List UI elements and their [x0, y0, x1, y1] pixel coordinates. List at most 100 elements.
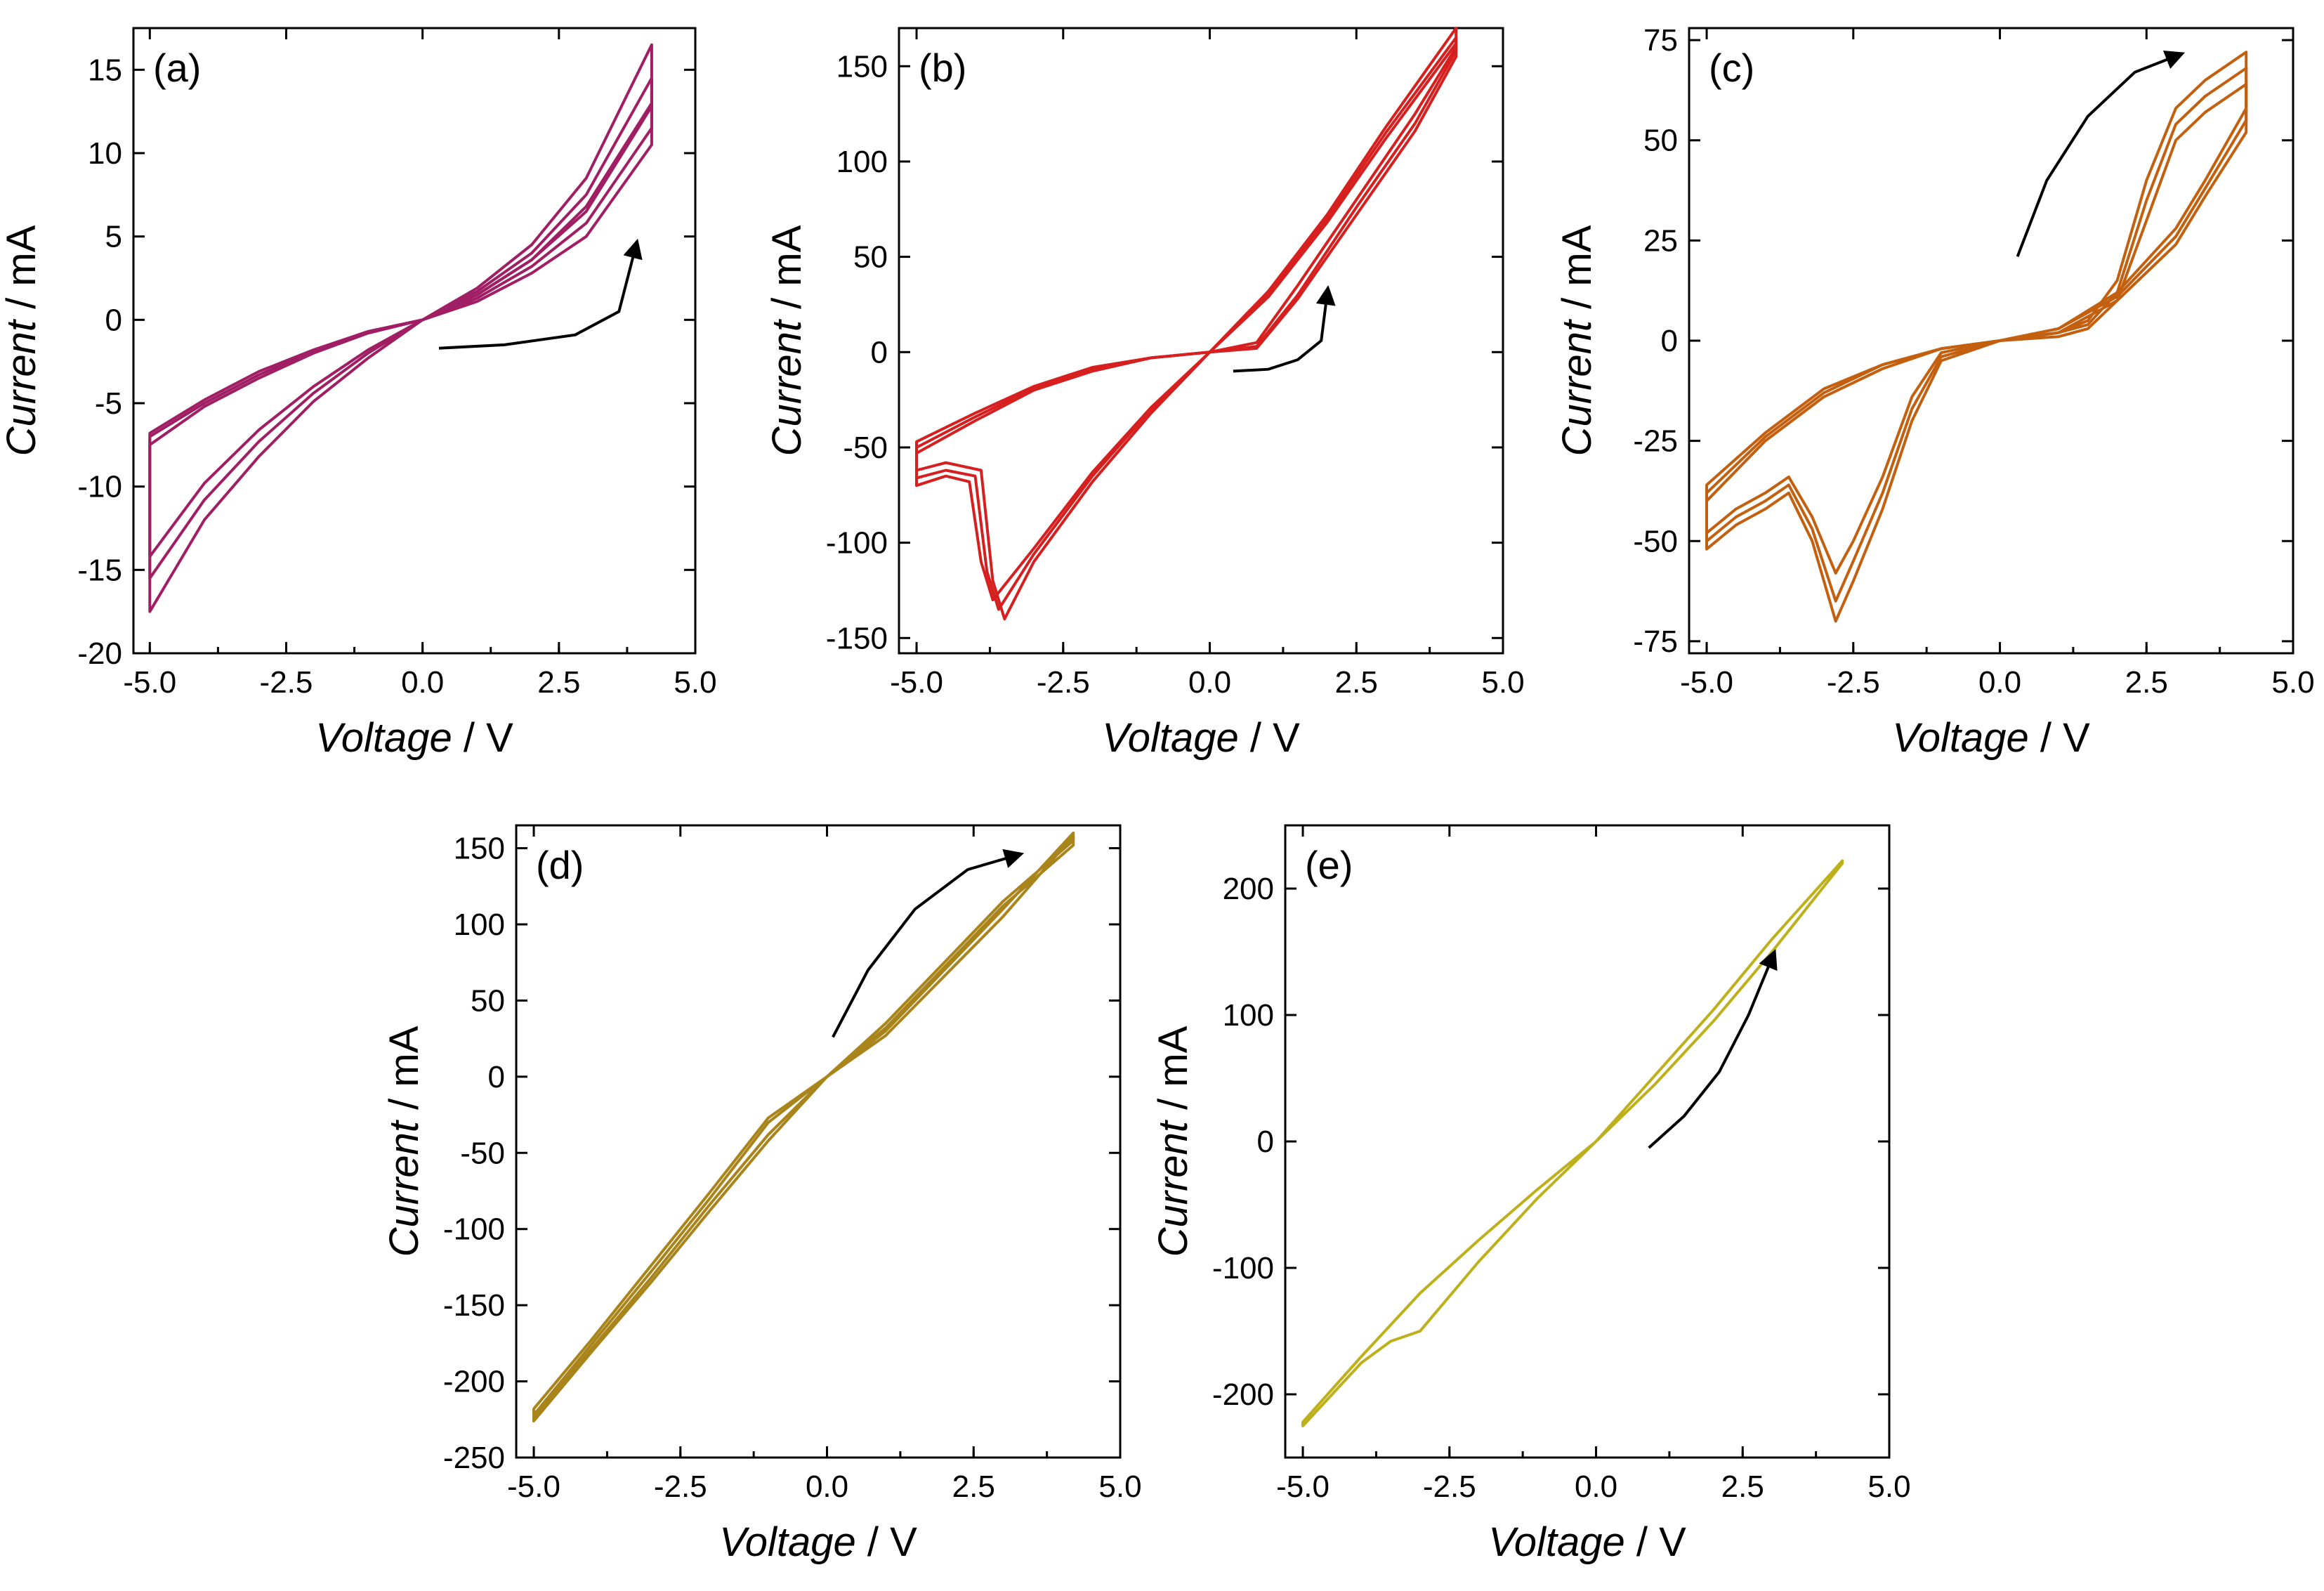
series-line-d-sweep-1 [532, 831, 1075, 1422]
chart-panel-a: -5.0 -2.5 0.0 2.5 5.0 -20 -15 -10 -5 0 5 10 15 (a) Vol… [0, 27, 717, 761]
x-tick-label-e: 5.0 [1867, 1469, 1910, 1504]
panel-label-c: (c) [1709, 46, 1754, 90]
y-tick-label-e: 100 [1223, 998, 1274, 1033]
x-axis-title-a: Voltage / V [315, 715, 513, 761]
y-tick-label-a: -20 [77, 636, 122, 671]
y-tick-label-e: -200 [1212, 1377, 1274, 1412]
x-tick-label-c: -5.0 [1680, 665, 1733, 700]
x-axis-title-italic-d: Voltage [719, 1519, 856, 1565]
x-tick-label-b: 0.0 [1188, 665, 1231, 700]
series-line-b-sweep-2 [915, 36, 1458, 611]
x-axis-title-c: Voltage / V [1892, 715, 2090, 761]
y-tick-label-d: -100 [443, 1212, 505, 1247]
y-tick-label-a: 0 [105, 303, 122, 337]
x-tick-label-b: 2.5 [1335, 665, 1378, 700]
x-tick-label-a: -5.0 [123, 665, 176, 700]
y-tick-label-b: 0 [871, 335, 888, 369]
y-tick-label-c: -25 [1633, 424, 1678, 459]
y-tick-label-e: 0 [1257, 1125, 1274, 1159]
y-tick-label-b: -150 [826, 621, 888, 655]
x-axis-title-unit-a: / V [452, 715, 513, 761]
y-axis-title-italic-a: Current [0, 318, 44, 456]
sweep-direction-arrow-d [832, 849, 1025, 1038]
y-tick-label-a: -5 [95, 386, 122, 421]
y-axis-title-d: Current / mA [381, 1026, 427, 1257]
x-tick-label-d: -2.5 [654, 1469, 707, 1504]
x-tick-label-a: -2.5 [260, 665, 313, 700]
x-tick-label-d: -5.0 [507, 1469, 560, 1504]
series-line-d-sweep-2 [532, 834, 1075, 1420]
y-tick-label-a: 10 [88, 136, 122, 171]
y-axis-title-italic-d: Current [381, 1119, 427, 1257]
x-axis-title-italic-c: Voltage [1892, 715, 2029, 761]
x-tick-label-e: 0.0 [1575, 1469, 1617, 1504]
x-tick-label-e: 2.5 [1721, 1469, 1764, 1504]
y-axis-title-unit-e: / mA [1150, 1026, 1196, 1121]
x-tick-label-a: 0.0 [401, 665, 444, 700]
x-tick-label-c: -2.5 [1827, 665, 1880, 700]
panel-label-e: (e) [1305, 843, 1353, 887]
x-tick-label-a: 2.5 [537, 665, 580, 700]
y-tick-label-d: -50 [460, 1136, 505, 1170]
chart-panel-e: -5.0 -2.5 0.0 2.5 5.0 -200 -100 0 100 200 (e) Volta… [1150, 824, 1911, 1565]
x-tick-label-a: 5.0 [674, 665, 716, 700]
x-axis-title-italic-b: Voltage [1102, 715, 1239, 761]
x-tick-label-b: -2.5 [1037, 665, 1090, 700]
series-line-b-sweep-3 [915, 41, 1458, 601]
x-tick-label-e: -5.0 [1276, 1469, 1330, 1504]
x-tick-label-d: 5.0 [1098, 1469, 1141, 1504]
y-tick-label-d: 150 [454, 832, 505, 866]
y-tick-label-a: 15 [88, 53, 122, 87]
y-tick-label-d: 50 [471, 983, 505, 1018]
y-axis-title-italic-c: Current [1554, 318, 1600, 456]
y-tick-label-b: 100 [836, 145, 888, 179]
y-axis-title-c: Current / mA [1554, 225, 1600, 456]
series-line-c-sweep-3 [1705, 82, 2248, 575]
x-axis-title-italic-a: Voltage [315, 715, 452, 761]
sweep-direction-arrow-b [1233, 285, 1336, 373]
y-tick-label-b: -100 [826, 526, 888, 561]
chart-panel-b: -5.0 -2.5 0.0 2.5 5.0 -150 -100 -50 0 50 100 150 (b)… [764, 27, 1525, 761]
x-tick-label-b: 5.0 [1481, 665, 1524, 700]
x-tick-label-c: 5.0 [2271, 665, 2314, 700]
chart-panel-c: -5.0 -2.5 0.0 2.5 5.0 -75 -50 -25 0 25 50 75 (c) Volt… [1554, 23, 2315, 761]
y-tick-label-c: 50 [1643, 124, 1678, 158]
x-axis-title-unit-e: / V [1625, 1519, 1686, 1565]
x-axis-title-unit-d: / V [856, 1519, 917, 1565]
chart-panel-d: -5.0 -2.5 0.0 2.5 5.0 -250 -200 -150 -100 -50 0 50 1… [381, 824, 1142, 1565]
y-tick-label-d: 100 [454, 908, 505, 942]
y-tick-label-c: 75 [1643, 23, 1678, 58]
panel-label-a: (a) [153, 46, 201, 90]
x-tick-label-b: -5.0 [890, 665, 943, 700]
y-tick-label-d: 0 [488, 1060, 505, 1094]
y-axis-title-unit-a: / mA [0, 225, 44, 320]
x-axis-title-italic-e: Voltage [1488, 1519, 1625, 1565]
y-axis-title-unit-b: / mA [764, 225, 810, 320]
y-tick-label-c: 25 [1643, 223, 1678, 258]
y-tick-label-d: -200 [443, 1365, 505, 1399]
series-line-c-sweep-2 [1705, 67, 2248, 603]
sweep-direction-arrow-a [438, 238, 643, 350]
x-tick-label-d: 2.5 [952, 1469, 995, 1504]
y-tick-label-d: -150 [443, 1288, 505, 1323]
series-line-a-sweep-3 [148, 101, 653, 558]
y-axis-title-italic-e: Current [1150, 1119, 1196, 1257]
y-tick-label-a: 5 [105, 220, 122, 254]
y-tick-label-a: -10 [77, 470, 122, 504]
plot-frame-a [132, 27, 697, 655]
y-tick-label-e: 200 [1223, 872, 1274, 906]
x-tick-label-c: 2.5 [2125, 665, 2168, 700]
x-axis-title-d: Voltage / V [719, 1519, 917, 1565]
y-tick-label-c: -50 [1633, 524, 1678, 558]
series-line-e-sweep-1 [1301, 859, 1844, 1427]
plot-frame-d [515, 824, 1122, 1459]
series-line-b-sweep-1 [915, 27, 1458, 621]
x-tick-label-e: -2.5 [1423, 1469, 1476, 1504]
y-axis-title-a: Current / mA [0, 225, 44, 456]
x-tick-label-d: 0.0 [806, 1469, 848, 1504]
y-tick-label-c: 0 [1661, 324, 1678, 358]
y-tick-label-a: -15 [77, 553, 122, 587]
y-tick-label-b: 50 [853, 240, 888, 275]
y-tick-label-e: -100 [1212, 1251, 1274, 1285]
